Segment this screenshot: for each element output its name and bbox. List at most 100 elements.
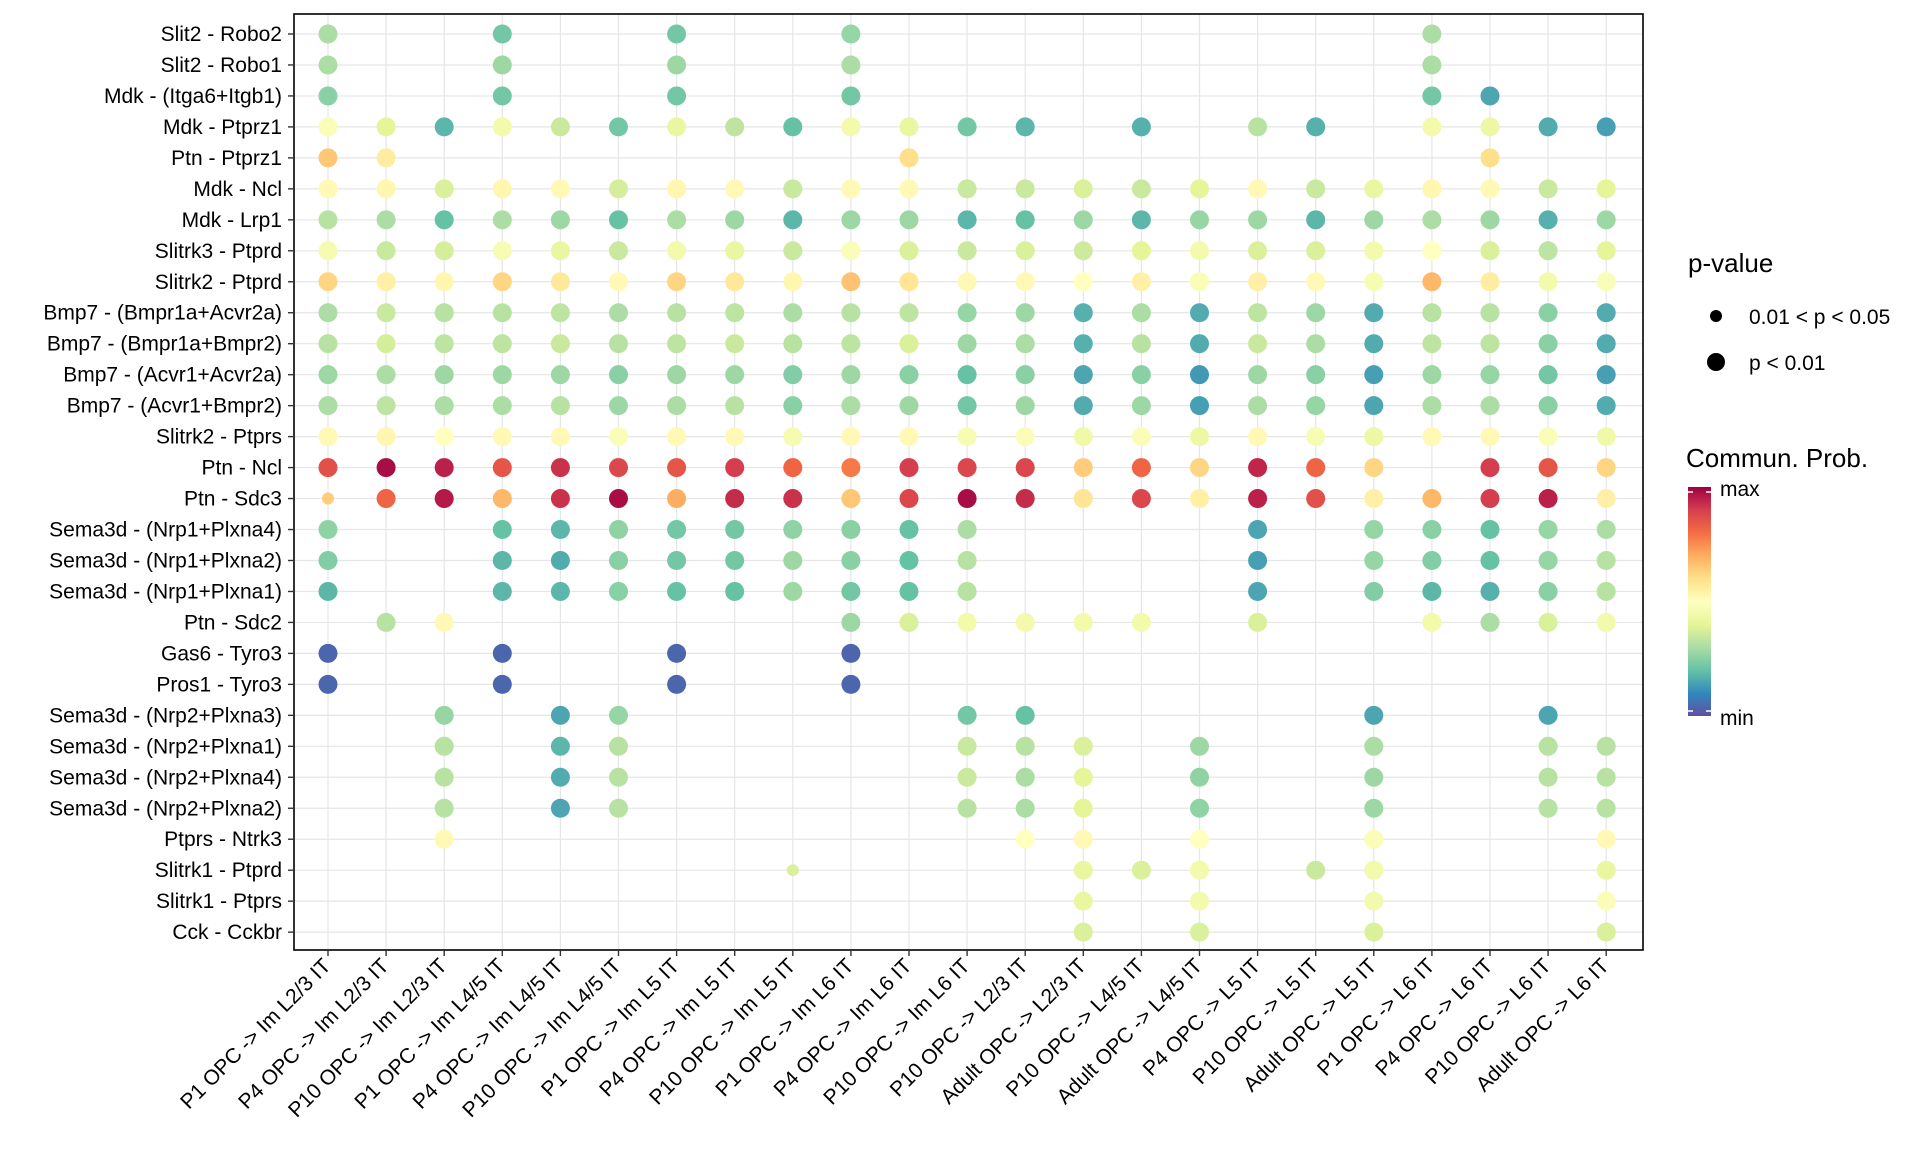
data-point: [1422, 550, 1442, 570]
data-point: [609, 427, 628, 447]
data-point: [1073, 365, 1093, 385]
data-point: [1248, 210, 1268, 230]
data-point: [899, 365, 919, 385]
data-point: [957, 303, 977, 323]
data-point: [1422, 396, 1442, 416]
data-point: [376, 179, 396, 199]
data-point: [318, 643, 338, 663]
data-point: [725, 489, 745, 509]
data-point: [667, 117, 687, 137]
pvalue-legend-large-label: p < 0.01: [1749, 352, 1825, 375]
data-point: [1073, 489, 1093, 509]
data-point: [1248, 520, 1268, 540]
data-point: [434, 117, 454, 137]
data-point: [725, 458, 745, 478]
data-point: [1480, 550, 1500, 570]
y-tick-label: Ptn - Ptprz1: [171, 147, 282, 170]
y-tick-label: Cck - Cckbr: [172, 921, 282, 944]
data-point: [1364, 458, 1384, 478]
data-point: [1248, 365, 1268, 385]
pvalue-legend-title: p-value: [1688, 248, 1773, 278]
data-point: [1596, 179, 1616, 199]
pvalue-legend-small-label: 0.01 < p < 0.05: [1749, 306, 1890, 329]
data-point: [667, 179, 687, 199]
data-point: [1073, 736, 1093, 756]
data-point: [1015, 767, 1035, 787]
data-point: [376, 334, 396, 354]
data-point: [550, 396, 570, 416]
data-point: [434, 705, 454, 725]
data-point: [1073, 179, 1093, 199]
data-point: [899, 550, 919, 570]
data-point: [1538, 581, 1558, 601]
y-tick-label: Gas6 - Tyro3: [161, 642, 282, 665]
data-point: [1364, 767, 1384, 787]
data-point: [318, 86, 338, 106]
y-tick-label: Ptprs - Ntrk3: [164, 828, 282, 851]
data-point: [1015, 458, 1035, 478]
data-point: [957, 736, 977, 756]
data-point: [841, 550, 861, 570]
y-tick-label: Sema3d - (Nrp1+Plxna1): [49, 580, 282, 603]
data-point: [434, 767, 454, 787]
panel-border: [293, 13, 1644, 951]
data-point: [1190, 365, 1209, 385]
data-point: [609, 458, 628, 478]
data-point: [1131, 303, 1151, 323]
data-point: [841, 489, 861, 509]
data-point: [1422, 24, 1442, 44]
data-point: [1422, 86, 1442, 106]
data-point: [899, 489, 919, 509]
data-point: [1248, 489, 1268, 509]
data-point: [492, 86, 512, 106]
data-point: [1131, 427, 1151, 447]
y-tick-label: Sema3d - (Nrp2+Plxna3): [49, 704, 282, 727]
data-point: [1596, 489, 1616, 509]
data-point: [725, 550, 745, 570]
data-point: [725, 303, 745, 323]
data-point: [841, 520, 861, 540]
data-point: [899, 581, 919, 601]
y-tick-label: Slitrk2 - Ptprd: [155, 271, 282, 294]
data-point: [1248, 241, 1268, 261]
data-point: [1596, 210, 1616, 230]
data-point: [609, 705, 628, 725]
data-point: [550, 117, 570, 137]
data-point: [899, 612, 919, 632]
data-point: [1131, 179, 1151, 199]
data-point: [376, 303, 396, 323]
data-point: [1422, 117, 1442, 137]
data-point: [1538, 396, 1558, 416]
data-point: [492, 581, 512, 601]
data-point: [1306, 241, 1326, 261]
data-point: [725, 210, 745, 230]
data-point: [783, 520, 803, 540]
data-point: [899, 303, 919, 323]
data-point: [376, 241, 396, 261]
data-point: [376, 396, 396, 416]
y-tick-label: Bmp7 - (Bmpr1a+Acvr2a): [43, 302, 282, 325]
data-point: [1364, 891, 1384, 911]
data-point: [1422, 179, 1442, 199]
data-point: [318, 148, 338, 168]
data-point: [1538, 117, 1558, 137]
data-point: [1073, 798, 1093, 818]
data-point: [550, 303, 570, 323]
data-point: [1480, 148, 1500, 168]
data-point: [550, 550, 570, 570]
data-point: [1015, 241, 1035, 261]
data-point: [1073, 334, 1093, 354]
data-point: [1190, 396, 1209, 416]
data-point: [318, 458, 338, 478]
data-point: [1422, 303, 1442, 323]
data-point: [1364, 581, 1384, 601]
data-point: [841, 427, 861, 447]
data-point: [434, 396, 454, 416]
data-point: [492, 643, 512, 663]
data-point: [1190, 829, 1209, 849]
data-point: [1480, 489, 1500, 509]
data-point: [1596, 767, 1616, 787]
data-point: [1131, 860, 1151, 880]
data-point: [1596, 829, 1616, 849]
